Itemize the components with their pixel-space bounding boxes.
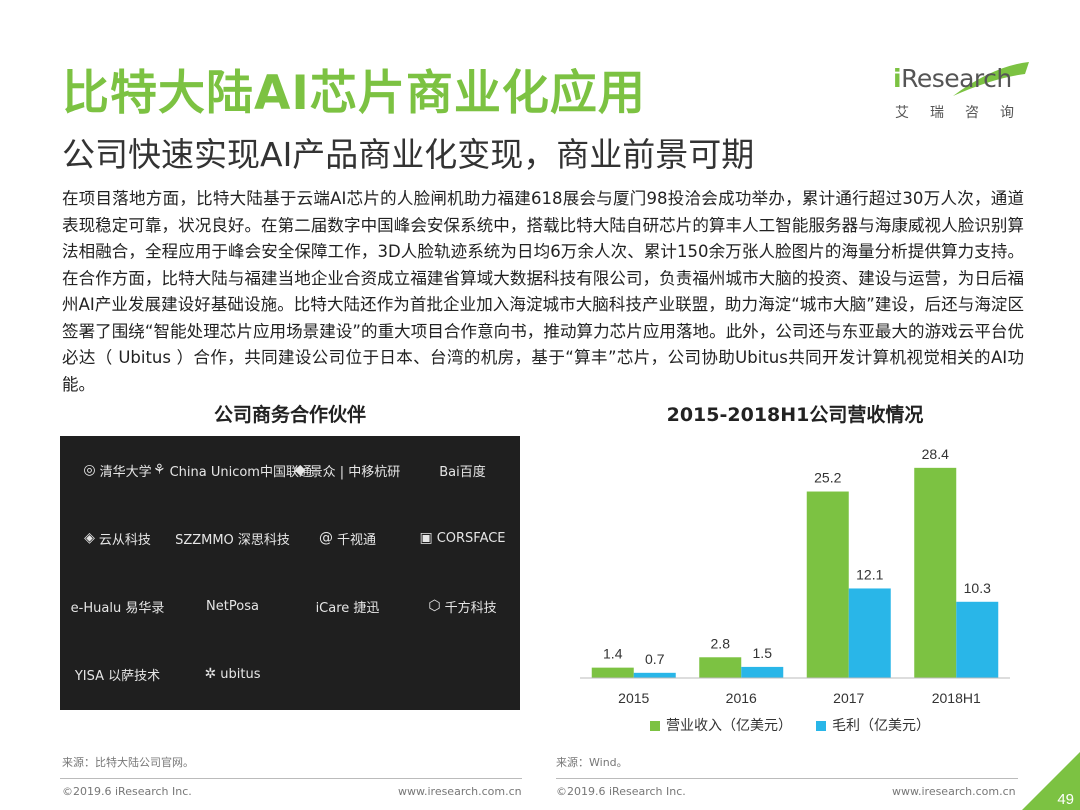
partner-logo-ehualu: e-Hualu 易华录 (60, 586, 175, 626)
partner-logo-baidu: Bai百度 (405, 450, 520, 490)
bar-gross-profit (633, 672, 676, 678)
logo-wordmark: iResearch (893, 64, 1012, 93)
partner-logo-label: 云从科技 (98, 532, 151, 548)
footer-url-left: www.iresearch.com.cn (398, 785, 522, 798)
partner-logo-corsface: ▣ CORSFACE (405, 518, 520, 558)
partner-logo-icon: ◆ (294, 462, 306, 478)
partner-logo-label: 千方科技 (444, 600, 497, 616)
legend-swatch (650, 721, 660, 731)
chart-title: 2015-2018H1公司营收情况 (666, 404, 924, 426)
partners-logo-panel: ◎ 清华大学 ⚘ China Unicom中国联通 ◆ 景众 | 中移杭研 Bai百度 ◈ 云从… (60, 436, 520, 710)
logo-i: i (893, 64, 902, 93)
partner-logo-icon: ◎ (83, 462, 96, 478)
data-label: 12.1 (856, 566, 883, 582)
bar-gross-profit (956, 601, 999, 678)
partner-logo-label: Bai百度 (439, 464, 486, 480)
bar-gross-profit (848, 588, 891, 678)
partner-logo-label: 千视通 (336, 532, 376, 548)
bar-revenue (806, 491, 849, 678)
data-label: 10.3 (964, 580, 991, 596)
partner-logo-icon: ▣ (419, 530, 433, 546)
data-label: 1.5 (753, 645, 773, 661)
partner-logo-label: China Unicom中国联通 (169, 464, 312, 480)
partner-logo-label: iCare 捷迅 (315, 600, 380, 616)
partner-logo-china-unicom: ⚘ China Unicom中国联通 (153, 450, 312, 490)
page-number-badge: 49 (1022, 752, 1080, 810)
source-left: 来源：比特大陆公司官网。 (62, 756, 194, 769)
partner-logo-label: ubitus (220, 666, 261, 682)
x-tick-label: 2018H1 (932, 690, 981, 706)
partner-logo-icon: ⚘ (153, 462, 166, 478)
logo-research: Research (901, 64, 1012, 93)
partner-logo-cmcc-hangzhou: ◆ 景众 | 中移杭研 (290, 450, 405, 490)
data-label: 25.2 (814, 470, 841, 486)
iresearch-logo: iResearch 艾瑞咨询 (893, 56, 1033, 126)
partner-logo-qianshitong: @ 千视通 (290, 518, 405, 558)
legend-label: 毛利（亿美元） (832, 718, 930, 734)
page-title: 比特大陆AI芯片商业化应用 (62, 66, 646, 121)
partner-logo-netposa: NetPosa (175, 586, 290, 626)
bar-revenue (591, 667, 634, 678)
footer-divider-right (556, 778, 1018, 779)
page-corner-triangle (1022, 752, 1080, 810)
x-tick-label: 2015 (618, 690, 649, 706)
body-paragraph: 在项目落地方面，比特大陆基于云端AI芯片的人脸闸机助力福建618展会与厦门98投… (62, 189, 1024, 394)
partner-logo-ubitus: ✲ ubitus (175, 654, 290, 694)
x-tick-label: 2017 (833, 690, 864, 706)
logo-swoosh-icon (953, 62, 1029, 96)
revenue-bar-chart: 1.4 0.7 2015 2.8 1.5 2016 25.2 12.1 2017 28.4 10.3… (580, 446, 1010, 734)
partner-logo-szzmmo: SZZMMO 深思科技 (175, 518, 290, 558)
page-subtitle: 公司快速实现AI产品商业化变现，商业前景可期 (62, 135, 755, 174)
footer-url-right: www.iresearch.com.cn (892, 785, 1016, 798)
partner-logo-chinatransinfo: ⬡ 千方科技 (405, 586, 520, 626)
page-number: 49 (1057, 791, 1074, 808)
data-label: 2.8 (711, 635, 731, 651)
data-label: 1.4 (603, 646, 623, 662)
x-tick-label: 2016 (726, 690, 757, 706)
partner-logo-label: SZZMMO 深思科技 (175, 532, 290, 548)
bar-revenue (914, 467, 957, 678)
partner-logo-label: CORSFACE (436, 530, 506, 546)
partner-logo-icon: @ (318, 530, 333, 546)
bar-revenue (699, 657, 742, 678)
partner-logo-label: e-Hualu 易华录 (70, 600, 165, 616)
footer-copyright-right: ©2019.6 iResearch Inc. (556, 785, 686, 798)
source-right: 来源：Wind。 (556, 756, 628, 769)
legend-label: 营业收入（亿美元） (666, 718, 792, 734)
legend-swatch (816, 721, 826, 731)
bar-gross-profit (741, 666, 784, 678)
partner-logo-yisa: YISA 以萨技术 (60, 654, 175, 694)
partner-logo-cloudwalk: ◈ 云从科技 (60, 518, 175, 558)
partner-logo-label: 清华大学 (99, 464, 152, 480)
partner-logo-icon: ◈ (84, 530, 95, 546)
partner-logo-tsinghua: ◎ 清华大学 (60, 450, 175, 490)
partner-logo-label: NetPosa (206, 598, 259, 614)
partner-logo-label: 景众 | 中移杭研 (309, 464, 401, 480)
footer-copyright-left: ©2019.6 iResearch Inc. (62, 785, 192, 798)
data-label: 28.4 (922, 446, 949, 462)
footer-divider-left (60, 778, 522, 779)
partner-logo-icon: ⬡ (428, 598, 441, 614)
logo-subtitle: 艾瑞咨询 (895, 105, 1035, 121)
partners-heading: 公司商务合作伙伴 (213, 404, 366, 426)
partner-logo-icare: iCare 捷迅 (290, 586, 405, 626)
partner-logo-icon: ✲ (204, 666, 217, 682)
partner-logo-label: YISA 以萨技术 (74, 668, 161, 684)
data-label: 0.7 (645, 651, 665, 667)
